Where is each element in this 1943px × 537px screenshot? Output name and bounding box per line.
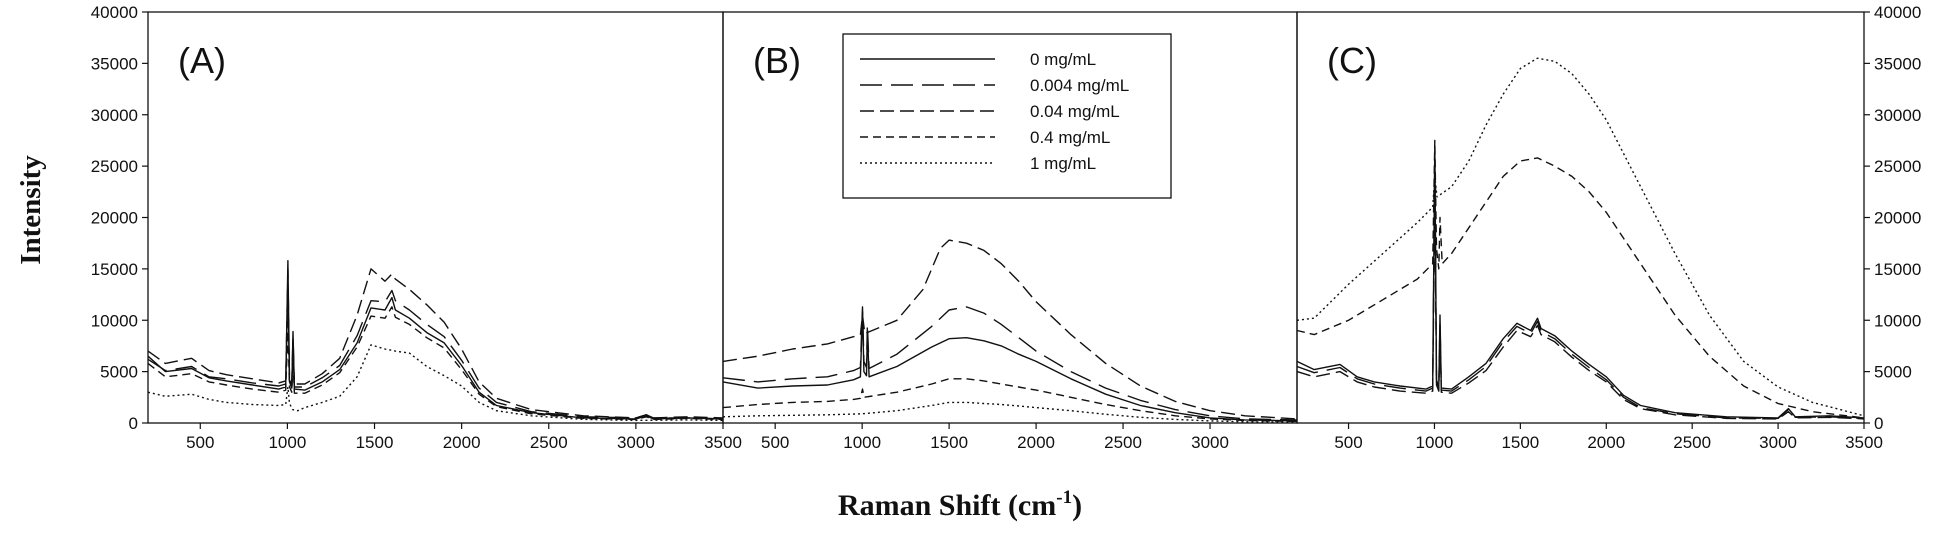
series-line-0_004-mg-mL [147,268,724,420]
series-line-0-mg-mL [722,311,1298,422]
x-axis-title-main: Raman Shift (cm [838,489,1056,522]
x-tick-label: 2500 [530,433,568,452]
panel-1: 500 1000 1500 2000 2500 3000 35000500010000150… [91,3,742,452]
y-axis-title: Intensity [15,155,47,265]
chart-panels: 500 1000 1500 2000 2500 3000 35000500010000150… [91,3,1922,452]
panel-2: 500 1000 1500 2000 2500 3000 (B) [722,11,1298,452]
y-tick-label: 25000 [1874,157,1921,176]
x-tick-label: 1000 [268,433,306,452]
panel-label: (B) [753,40,801,81]
x-tick-label: 3000 [1759,433,1797,452]
y-tick-label: 0 [1874,414,1883,433]
series-line-0_04-mg-mL [722,239,1298,420]
y-tick-label: 20000 [1874,209,1921,228]
panel-3: 500 1000 1500 2000 2500 3000 35000 5000 10000 150… [1296,3,1921,452]
y-tick-label: 15000 [1874,260,1921,279]
legend-label: 0.004 mg/mL [1030,76,1129,95]
x-tick-label: 1500 [1501,433,1539,452]
series-line-0_4-mg-mL [722,378,1298,423]
x-tick-label: 2500 [1104,433,1142,452]
x-axis-title-end: ) [1072,489,1082,522]
y-tick-label: 10000 [91,311,138,330]
x-tick-label: 1500 [356,433,394,452]
x-axis-title: Raman Shift (cm-1) [838,487,1082,522]
x-tick-label: 500 [761,433,789,452]
y-tick-label: 35000 [1874,54,1921,73]
legend: 0 mg/mL 0.004 mg/mL 0.04 mg/mL 0.4 mg/mL 1 m… [842,33,1172,199]
series-line-1-mg-mL [147,344,724,422]
series-line-1-mg-mL [1296,57,1865,417]
series-line-1-mg-mL [722,401,1298,423]
y-tick-label: 0 [129,414,138,433]
y-tick-label: 10000 [1874,311,1921,330]
y-tick-label: 40000 [1874,3,1921,22]
y-tick-label: 30000 [1874,106,1921,125]
x-tick-label: 1500 [930,433,968,452]
y-tick-label: 20000 [91,209,138,228]
legend-label: 0.04 mg/mL [1030,102,1120,121]
x-axis-title-sup: -1 [1056,487,1072,508]
x-tick-label: 500 [1334,433,1362,452]
y-tick-label: 35000 [91,54,138,73]
x-tick-label: 3000 [617,433,655,452]
series-line-0_04-mg-mL [1296,196,1865,420]
series-line-0-mg-mL [147,260,724,420]
y-tick-label: 5000 [1874,363,1912,382]
series-line-0-mg-mL [1296,144,1865,419]
y-tick-label: 40000 [91,3,138,22]
plot-frame [147,11,724,424]
y-tick-label: 15000 [91,260,138,279]
series-line-0_004-mg-mL [1296,155,1865,420]
y-tick-label: 5000 [100,363,138,382]
series-line-0_4-mg-mL [147,306,724,421]
legend-label: 0 mg/mL [1030,50,1096,69]
legend-label: 1 mg/mL [1030,154,1096,173]
panel-label: (C) [1327,40,1377,81]
x-tick-label: 3500 [704,433,742,452]
x-tick-label: 1000 [843,433,881,452]
legend-box [842,33,1172,199]
x-tick-label: 3000 [1191,433,1229,452]
x-tick-label: 2000 [1587,433,1625,452]
x-tick-label: 2500 [1673,433,1711,452]
x-tick-label: 2000 [1017,433,1055,452]
series-line-0_004-mg-mL [722,306,1298,421]
legend-label: 0.4 mg/mL [1030,128,1110,147]
x-tick-label: 500 [186,433,214,452]
y-tick-label: 25000 [91,157,138,176]
series-line-0_04-mg-mL [147,268,724,419]
panel-label: (A) [178,40,226,81]
series-line-0_4-mg-mL [1296,139,1865,419]
x-tick-label: 1000 [1416,433,1454,452]
x-tick-label: 2000 [443,433,481,452]
x-tick-label: 3500 [1845,433,1883,452]
y-tick-label: 30000 [91,106,138,125]
